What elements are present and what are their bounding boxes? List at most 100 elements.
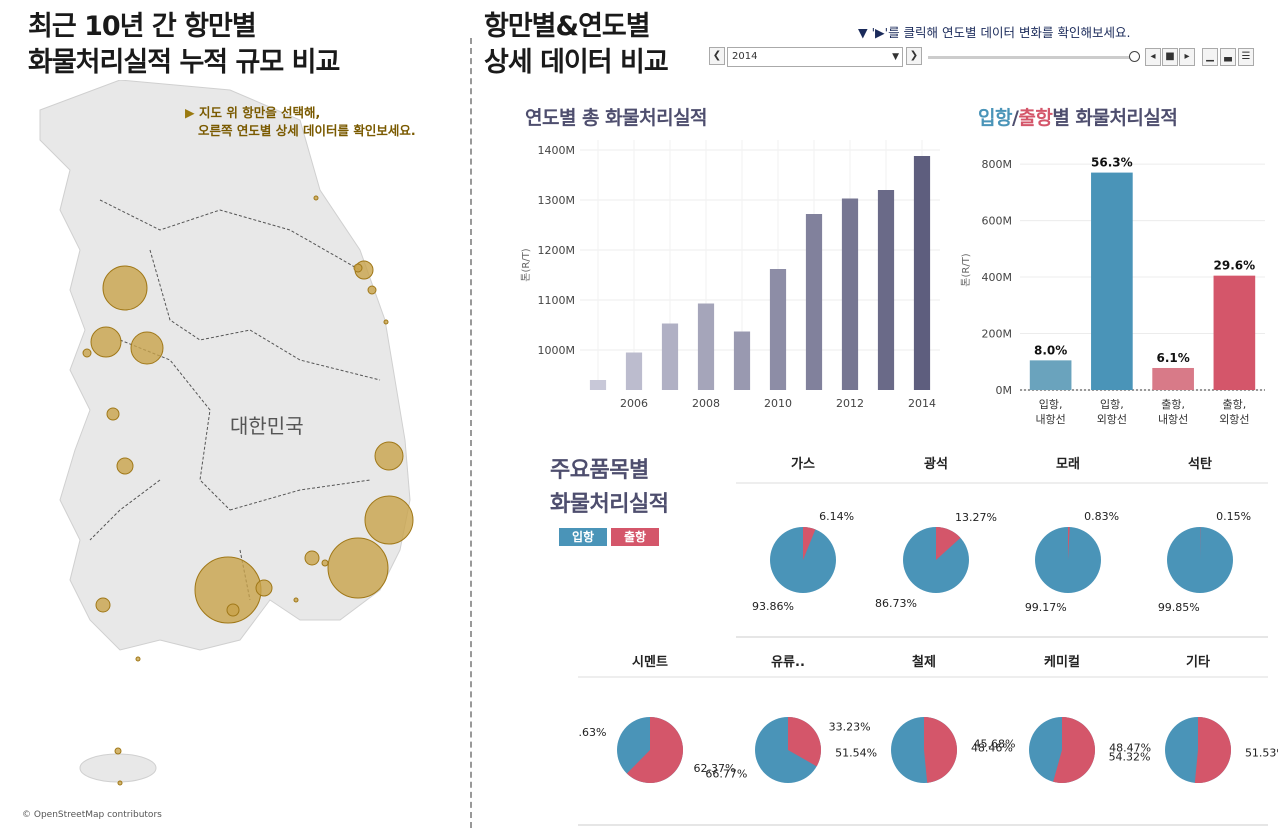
year-select-value: 2014 bbox=[732, 51, 758, 62]
speed-slow-button[interactable]: ▁ bbox=[1202, 48, 1218, 66]
year-bar[interactable] bbox=[769, 269, 787, 390]
y-axis-label: 톤(R/T) bbox=[960, 253, 972, 287]
x-tick-label: 입항, bbox=[1039, 398, 1063, 411]
inout-chart-title: 입항/출항별 화물처리실적 bbox=[978, 103, 1178, 130]
legend-inbound[interactable]: 입항 bbox=[559, 528, 607, 546]
year-bar[interactable] bbox=[877, 190, 895, 390]
legend-outbound[interactable]: 출항 bbox=[611, 528, 659, 546]
pie-outbound-label: 0.83% bbox=[1084, 510, 1119, 523]
pie-title: 철제 bbox=[912, 654, 936, 670]
x-tick-label: 2012 bbox=[836, 397, 864, 410]
port-bubble[interactable] bbox=[135, 656, 141, 662]
title-rest: 별 화물처리실적 bbox=[1052, 107, 1178, 129]
pie-inbound-label: 99.85% bbox=[1158, 601, 1200, 614]
x-tick-label: 2010 bbox=[764, 397, 792, 410]
port-bubble[interactable] bbox=[82, 348, 92, 358]
year-bar[interactable] bbox=[805, 214, 823, 390]
pie-slice-outbound[interactable] bbox=[803, 527, 816, 560]
pie-inbound-label: 93.86% bbox=[752, 600, 794, 613]
pie-inbound-label: 66.77% bbox=[705, 768, 747, 781]
pie-slice-outbound[interactable] bbox=[936, 527, 961, 560]
inout-bar[interactable] bbox=[1091, 172, 1133, 390]
year-bar[interactable] bbox=[625, 352, 643, 391]
year-bar[interactable] bbox=[589, 380, 607, 390]
pie-slice-outbound[interactable] bbox=[1053, 717, 1095, 783]
year-slider-track[interactable] bbox=[928, 56, 1138, 59]
port-bubble[interactable] bbox=[116, 457, 134, 475]
port-bubble[interactable] bbox=[367, 285, 377, 295]
port-bubble[interactable] bbox=[226, 603, 240, 617]
inout-bar-chart[interactable]: 0M 200M 400M 600M 800M 8.0% 입항, 내항선 56.3% 입항, 외항선 6… bbox=[955, 140, 1275, 435]
map-hint-line2: 오른쪽 연도별 상세 데이터를 확인보세요. bbox=[198, 123, 416, 138]
y-tick-label: 1400M bbox=[538, 144, 576, 157]
bar-data-label: 56.3% bbox=[1091, 156, 1133, 170]
pie-slice-outbound[interactable] bbox=[788, 717, 821, 767]
port-bubbles[interactable] bbox=[82, 195, 414, 786]
year-bar[interactable] bbox=[733, 331, 751, 391]
year-bar[interactable] bbox=[841, 198, 859, 391]
pie-title: 가스 bbox=[791, 457, 815, 472]
port-bubble[interactable] bbox=[313, 195, 319, 201]
port-bubble[interactable] bbox=[117, 780, 123, 786]
port-bubble[interactable] bbox=[293, 597, 299, 603]
pie-inbound-label: 86.73% bbox=[875, 597, 917, 610]
pie-title: 시멘트 bbox=[632, 654, 668, 670]
year-bar[interactable] bbox=[697, 303, 715, 391]
pie-title: 기타 bbox=[1186, 654, 1210, 670]
pie-section-title-line2: 화물처리실적 bbox=[550, 492, 669, 517]
step-back-button[interactable]: ◂ bbox=[1145, 48, 1161, 66]
port-bubble[interactable] bbox=[374, 441, 404, 471]
port-bubble[interactable] bbox=[102, 265, 148, 311]
prev-year-button[interactable]: ❮ bbox=[709, 47, 725, 65]
year-bar[interactable] bbox=[913, 156, 931, 390]
year-bar[interactable] bbox=[661, 323, 679, 391]
stop-button[interactable]: ■ bbox=[1162, 48, 1178, 66]
x-tick-label: 출항, bbox=[1223, 398, 1247, 411]
speed-medium-button[interactable]: ▃ bbox=[1220, 48, 1236, 66]
inout-bar[interactable] bbox=[1029, 360, 1072, 390]
osm-credit[interactable]: © OpenStreetMap contributors bbox=[22, 810, 162, 820]
play-prompt-text: '▶'를 클릭해 연도별 데이터 변화를 확인해보세요. bbox=[871, 25, 1131, 40]
port-bubble[interactable] bbox=[90, 326, 122, 358]
pie-slice-outbound[interactable] bbox=[1194, 717, 1231, 783]
pie-section-title-line1: 주요품목별 bbox=[550, 458, 649, 483]
pie-slice-outbound[interactable] bbox=[1068, 527, 1070, 560]
y-tick-label: 1300M bbox=[538, 194, 576, 207]
yearly-bar-chart[interactable]: 1000M 1100M 1200M 1300M 1400M 2006 2008 2010 201… bbox=[515, 130, 955, 420]
year-slider-knob[interactable] bbox=[1129, 51, 1140, 62]
play-button[interactable]: ▸ bbox=[1179, 48, 1195, 66]
port-bubble[interactable] bbox=[114, 747, 122, 755]
yearly-chart-title: 연도별 총 화물처리실적 bbox=[525, 107, 708, 129]
year-select[interactable]: 2014 ▼ bbox=[727, 47, 903, 67]
pie-grid[interactable]: 가스 6.14% 93.86% 광석 13.27% 86.73% 모래 0.83% 99.17%… bbox=[578, 445, 1278, 830]
port-bubble[interactable] bbox=[364, 495, 414, 545]
pie-inbound-label: 99.17% bbox=[1025, 601, 1067, 614]
port-bubble[interactable] bbox=[353, 263, 363, 273]
inout-bar[interactable] bbox=[1152, 367, 1194, 390]
port-bubble[interactable] bbox=[95, 597, 111, 613]
port-bubble[interactable] bbox=[327, 537, 389, 599]
port-bubble[interactable] bbox=[106, 407, 120, 421]
title-outbound: 출항 bbox=[1018, 107, 1053, 129]
port-bubble[interactable] bbox=[321, 559, 329, 567]
pie-title: 석탄 bbox=[1188, 456, 1212, 472]
port-bubble[interactable] bbox=[130, 331, 164, 365]
title-sep: / bbox=[1011, 107, 1019, 129]
pie-outbound-label: 6.14% bbox=[819, 510, 854, 523]
speed-fast-button[interactable]: ☰ bbox=[1238, 48, 1254, 66]
inout-bar[interactable] bbox=[1213, 275, 1256, 390]
port-bubble[interactable] bbox=[255, 579, 273, 597]
y-tick-label: 800M bbox=[982, 158, 1013, 171]
korea-map[interactable] bbox=[0, 80, 470, 825]
pie-title: 광석 bbox=[924, 457, 948, 472]
port-bubble[interactable] bbox=[383, 319, 389, 325]
province-borders bbox=[89, 199, 381, 601]
x-tick-label: 내항선 bbox=[1035, 413, 1065, 426]
next-year-button[interactable]: ❯ bbox=[906, 47, 922, 65]
pie-slice-outbound[interactable] bbox=[924, 717, 958, 783]
y-tick-label: 400M bbox=[982, 271, 1013, 284]
pie-slice-outbound[interactable] bbox=[626, 717, 683, 783]
x-tick-label: 2006 bbox=[620, 397, 648, 410]
pie-inbound-label: 48.47% bbox=[1109, 742, 1151, 755]
port-bubble[interactable] bbox=[304, 550, 320, 566]
